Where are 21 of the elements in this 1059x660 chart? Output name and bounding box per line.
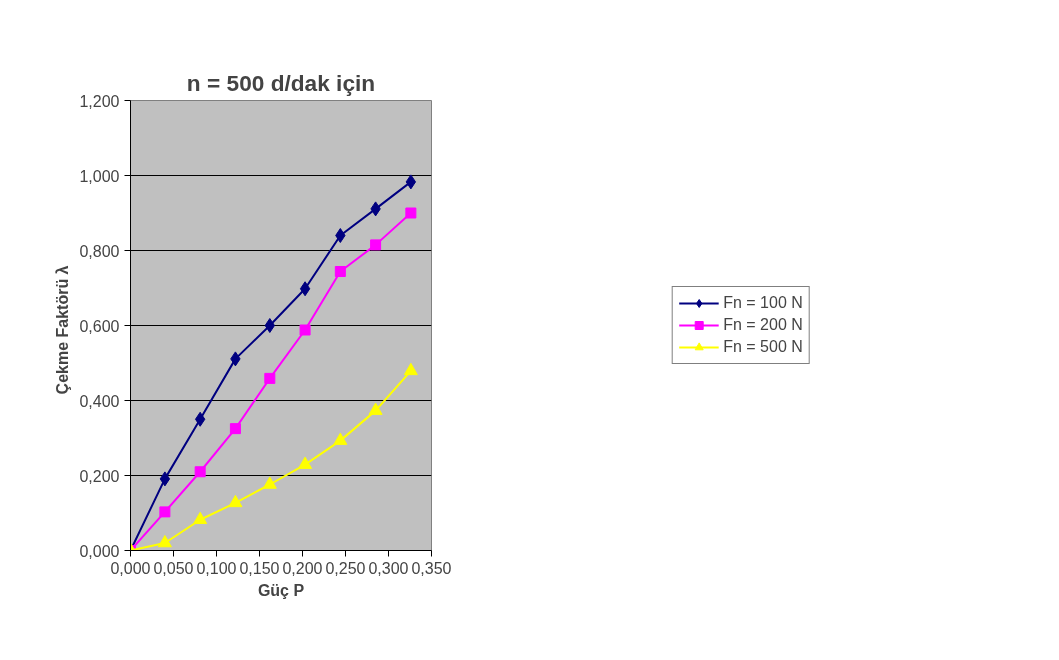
x-tick-label: 0,050 xyxy=(153,559,194,577)
x-tick-label: 0,100 xyxy=(196,559,237,577)
legend-label: Fn = 500 N xyxy=(723,338,803,356)
x-tick-label: 0,350 xyxy=(411,559,452,577)
x-tick-label: 0,250 xyxy=(325,559,366,577)
y-tick-label: 1,200 xyxy=(79,92,120,110)
y-tick-label: 0,800 xyxy=(79,242,120,260)
y-tick-label: 0,000 xyxy=(79,542,120,560)
y-axis-title: Çekme Faktörü λ xyxy=(54,265,72,395)
x-tick-label: 0,200 xyxy=(282,559,323,577)
x-axis-title: Güç P xyxy=(257,581,305,599)
x-tick-label: 0,150 xyxy=(239,559,280,577)
y-tick-label: 0,600 xyxy=(79,317,120,335)
legend-label: Fn = 100 N xyxy=(723,294,803,312)
y-tick-label: 1,000 xyxy=(79,167,120,185)
chart-title: n = 500 d/dak için xyxy=(186,69,376,96)
legend-label: Fn = 200 N xyxy=(723,316,803,334)
x-tick-label: 0,300 xyxy=(368,559,409,577)
x-tick-label: 0,000 xyxy=(110,559,151,577)
y-tick-label: 0,400 xyxy=(79,392,120,410)
y-tick-label: 0,200 xyxy=(79,467,120,485)
